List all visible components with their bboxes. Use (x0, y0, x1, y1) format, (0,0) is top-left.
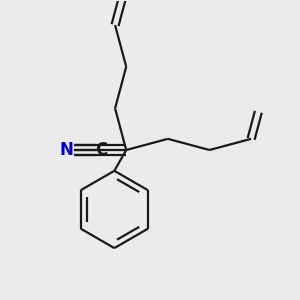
Text: N: N (60, 141, 74, 159)
Text: C: C (95, 141, 107, 159)
